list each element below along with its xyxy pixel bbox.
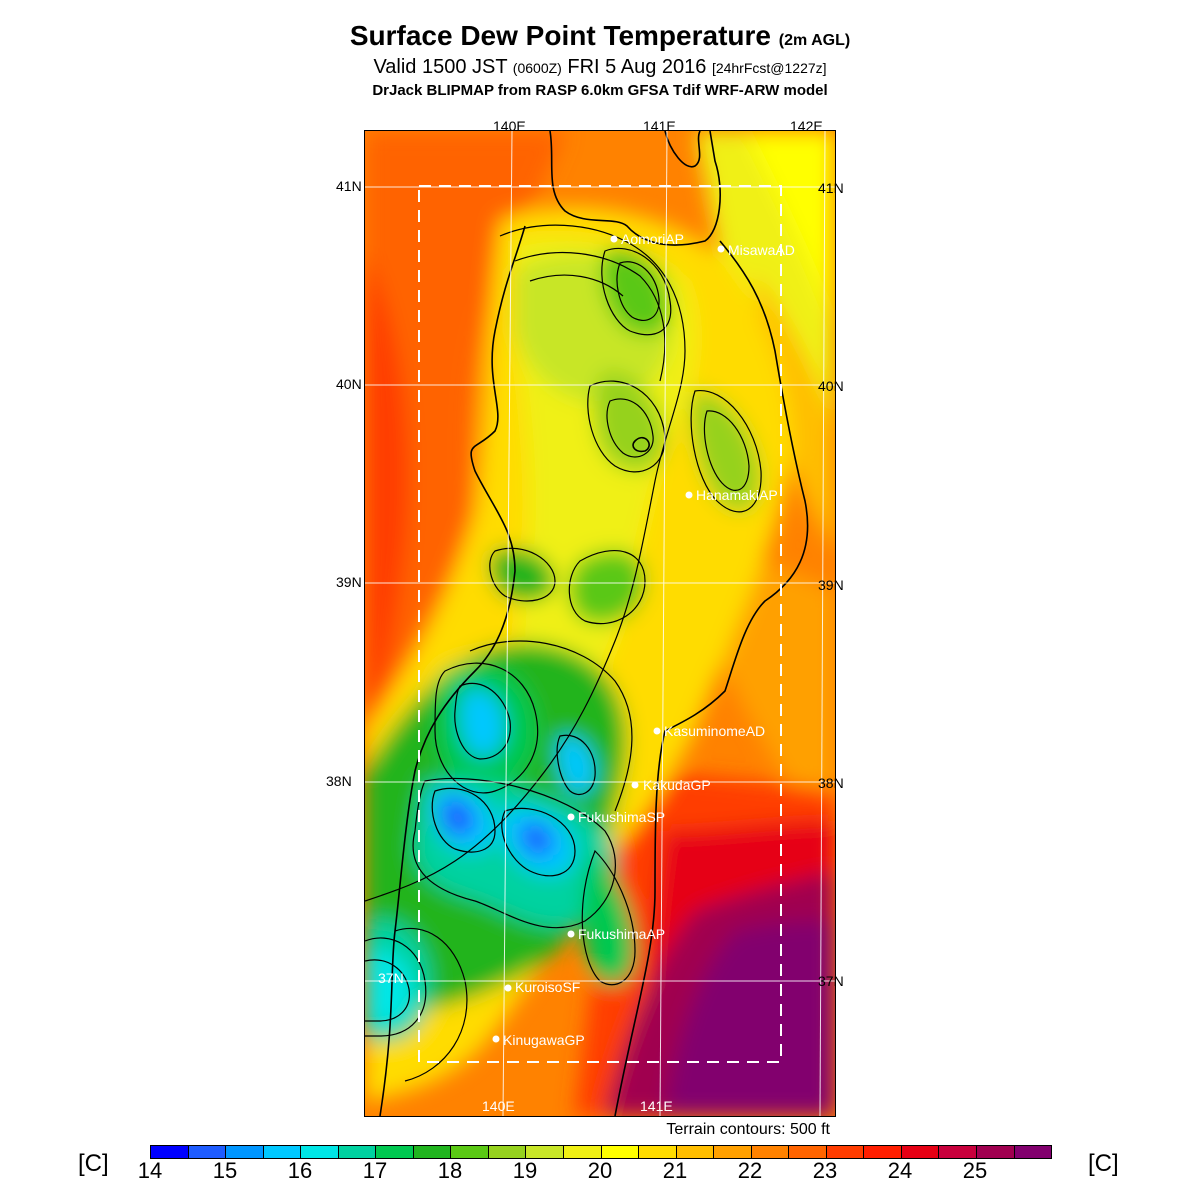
lat-label-left-37n: 37N — [378, 970, 404, 986]
lon-label-top-140e: 140E — [493, 118, 526, 134]
colorbar-swatch-19 — [864, 1146, 902, 1158]
station-dot-hanamaki — [685, 491, 693, 499]
lon-label-top-142e: 142E — [790, 118, 823, 134]
colorbar-swatch-18 — [826, 1146, 865, 1158]
colorbar-tick-label: 15 — [212, 1158, 238, 1183]
colorbar-swatch-17 — [789, 1146, 827, 1158]
lat-label-left-40n: 40N — [336, 376, 362, 392]
station-label-fukushima-ap: FukushimaAP — [578, 926, 666, 942]
colorbar-tick-label: 16 — [287, 1158, 313, 1183]
dew-point-map — [364, 130, 836, 1117]
lat-label-right-41n: 41N — [818, 180, 844, 196]
colorbar-tick-label: 18 — [437, 1158, 463, 1183]
station-dot-kinugawa — [492, 1035, 500, 1043]
colorbar-swatch-6 — [376, 1146, 414, 1158]
lon-label-top-141e: 141E — [643, 118, 676, 134]
colorbar-swatch-3 — [263, 1146, 302, 1158]
station-label-kakuda: KakudaGP — [643, 777, 711, 793]
colorbar — [150, 1145, 1052, 1159]
lat-label-left-38n: 38N — [326, 773, 352, 789]
lon-label-bottom-140e: 140E — [482, 1098, 515, 1114]
colorbar-swatch-13 — [639, 1146, 677, 1158]
lon-label-bottom-141e: 141E — [640, 1098, 673, 1114]
terrain-contour-note: Terrain contours: 500 ft — [666, 1121, 830, 1138]
colorbar-swatch-15 — [714, 1146, 752, 1158]
station-dot-kuroiso — [504, 984, 512, 992]
model-line: DrJack BLIPMAP from RASP 6.0km GFSA Tdif… — [372, 82, 828, 99]
lat-label-right-37n: 37N — [818, 973, 844, 989]
lat-label-right-40n: 40N — [818, 378, 844, 394]
station-dot-kakuda — [631, 781, 639, 789]
station-label-aomori: AomoriAP — [621, 231, 685, 247]
colorbar-swatch-9 — [488, 1146, 527, 1158]
colorbar-tick-label: 19 — [512, 1158, 538, 1183]
lat-label-left-41n: 41N — [336, 178, 362, 194]
colorbar-unit-left: [C] — [78, 1150, 109, 1177]
lat-label-right-38n: 38N — [818, 775, 844, 791]
colorbar-tick-label: 17 — [362, 1158, 388, 1183]
colorbar-swatch-12 — [601, 1146, 640, 1158]
station-label-kasuminome: KasuminomeAD — [664, 723, 766, 739]
colorbar-swatch-14 — [676, 1146, 715, 1158]
station-dot-misawa — [717, 245, 725, 253]
lat-label-left-39n: 39N — [336, 574, 362, 590]
station-dot-kasuminome — [653, 727, 661, 735]
colorbar-swatch-7 — [413, 1146, 452, 1158]
station-label-fukushima-sp: FukushimaSP — [578, 809, 666, 825]
station-label-kinugawa: KinugawaGP — [503, 1032, 585, 1048]
chart-title: Surface Dew Point Temperature (2m AGL) — [349, 20, 851, 51]
colorbar-swatch-4 — [301, 1146, 339, 1158]
colorbar-swatch-5 — [338, 1146, 377, 1158]
colorbar-swatch-23 — [1014, 1146, 1052, 1158]
colorbar-swatch-22 — [977, 1146, 1015, 1158]
colorbar-swatch-0 — [151, 1146, 189, 1158]
colorbar-swatch-8 — [451, 1146, 489, 1158]
colorbar-tick-label: 21 — [662, 1158, 688, 1183]
colorbar-tick-label: 14 — [137, 1158, 163, 1183]
colorbar-tick-label: 25 — [962, 1158, 988, 1183]
colorbar-swatch-1 — [188, 1146, 227, 1158]
valid-time-line: Valid 1500 JST (0600Z) FRI 5 Aug 2016 [2… — [373, 56, 827, 78]
station-label-kuroiso: KuroisoSF — [515, 979, 581, 995]
lat-label-right-39n: 39N — [818, 577, 844, 593]
station-dot-fukushima-ap — [567, 930, 575, 938]
colorbar-swatch-21 — [939, 1146, 978, 1158]
colorbar-swatch-20 — [901, 1146, 940, 1158]
station-label-hanamaki: HanamakiAP — [696, 487, 778, 503]
colorbar-unit-right: [C] — [1088, 1150, 1119, 1177]
colorbar-tick-label: 22 — [737, 1158, 763, 1183]
colorbar-tick-label: 20 — [587, 1158, 613, 1183]
colorbar-swatch-10 — [526, 1146, 565, 1158]
station-label-misawa: MisawaAD — [728, 242, 795, 258]
colorbar-tick-label: 23 — [812, 1158, 838, 1183]
colorbar-tick-label: 24 — [887, 1158, 913, 1183]
colorbar-swatch-2 — [226, 1146, 264, 1158]
station-dot-aomori — [610, 235, 618, 243]
station-dot-fukushima-sp — [567, 813, 575, 821]
colorbar-swatch-16 — [751, 1146, 790, 1158]
colorbar-swatch-11 — [564, 1146, 602, 1158]
